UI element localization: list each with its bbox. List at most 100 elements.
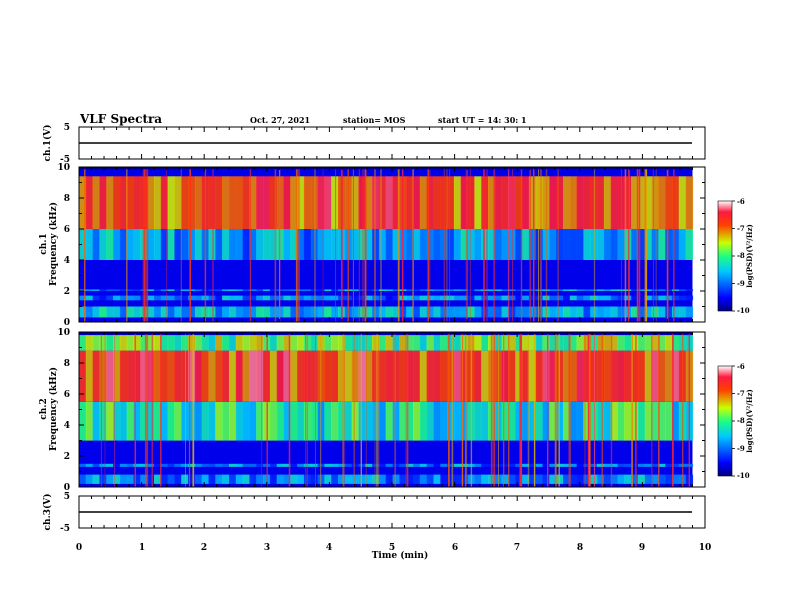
xtick-10: 10 [699, 543, 712, 553]
ch2-spectrogram-band-1-cell [576, 401, 584, 441]
ch1-spectrogram-band-3-cell [528, 295, 537, 301]
ch1-spectrogram-band-2-cell [549, 176, 557, 229]
ch1-spectrogram-band-3-cell [508, 295, 516, 301]
ch1-spectrogram-band-2-cell [79, 176, 87, 229]
ch2-spectrogram-band-4-cell [501, 463, 509, 467]
ch2-spectrogram-band-4-cell [324, 463, 332, 467]
spec2-ytick-4: 4 [64, 421, 70, 431]
ch1-spectrogram-band-3-cell [460, 295, 469, 301]
ch1-spectrogram-band-4-cell [569, 289, 578, 291]
ch2-spectrogram-band-1-cell [406, 401, 414, 441]
ch1-spectrogram-band-1-cell [126, 229, 135, 260]
ch2-spectrogram-band-4-cell [194, 463, 203, 467]
ch1-spectrogram-band-3-cell [597, 295, 605, 301]
ch2-spectrogram-band-1-cell [154, 401, 162, 441]
ch2-spectrogram-band-1-cell [515, 401, 523, 441]
ch1-spectrogram-band-3-cell [133, 295, 141, 301]
ch2-spectrogram-band-2-cell [324, 350, 332, 402]
ch2-spectrogram-band-4-cell [249, 463, 257, 467]
ch2-spectrogram-band-3-cell [658, 335, 666, 351]
ch1-spectrogram-band-3-cell [637, 295, 646, 301]
ch2-spectrogram-band-2-cell [644, 350, 653, 402]
ch1-spectrogram-band-3-cell [249, 295, 257, 301]
ch1-spectrogram-band-1-cell [385, 229, 394, 260]
ch2-spectrogram-band-2-cell [637, 350, 646, 402]
ch1-spectrogram-band-4-cell [481, 289, 489, 291]
ch1-spectrogram-band-4-cell [658, 289, 666, 291]
ch2-spectrogram-band-0-cell [651, 474, 659, 484]
ch2-spectrogram-band-3-cell [665, 335, 673, 351]
ch2-spectrogram-band-1-cell [181, 401, 189, 441]
xtick-4: 4 [326, 543, 332, 553]
ch2-spectrogram-band-3-cell [481, 335, 489, 351]
xtick-0: 0 [76, 543, 82, 553]
ch1-spectrogram-band-0-cell [508, 306, 516, 318]
ch2-spectrogram-band-3-cell [133, 335, 141, 351]
ch2-spectrogram-band-2-cell [624, 350, 632, 402]
ch1-spectrogram-band-1-cell [92, 229, 100, 260]
ch2-spectrogram-band-0-cell [413, 474, 421, 484]
ch1-spectrogram-band-4-cell [79, 289, 87, 291]
ch1-spectrogram-band-1-cell [147, 229, 155, 260]
ch1-spectrogram-band-4-cell [535, 289, 544, 291]
ch1-spectrogram-band-2-cell [603, 176, 612, 229]
ch1-spectrogram-band-1-cell [303, 229, 312, 260]
ch2-spectrogram-band-4-cell [365, 463, 373, 467]
ch2-spectrogram-band-0-cell [440, 474, 448, 484]
ch2-spectrogram-band-0-cell [140, 474, 148, 484]
ch1-spectrogram-band-1-cell [324, 229, 332, 260]
ch2-spectrogram-band-4-cell [542, 463, 550, 467]
ch2-spectrogram-band-1-cell [119, 401, 128, 441]
ch2-spectrogram-band-3-cell [290, 335, 298, 351]
ch2-spectrogram-band-3-cell [372, 335, 380, 351]
ch2-spectrogram-band-0-cell [133, 474, 141, 484]
ch1-spectrogram-band-1-cell [494, 229, 503, 260]
ch1-spectrogram-band-2-cell [167, 176, 175, 229]
ch2-spectrogram-band-1-cell [501, 401, 509, 441]
ch2-spectrogram-band-2-cell [208, 350, 216, 402]
ch2-spectrogram-band-1-cell [665, 401, 673, 441]
ch1-spectrogram-band-0-cell [460, 306, 469, 318]
ch1-spectrogram-band-1-cell [453, 229, 462, 260]
ch2-spectrogram-band-3-cell [590, 335, 598, 351]
ch2-spectrogram-heatmap [79, 332, 694, 487]
ch2-spectrogram-band-2-cell [399, 350, 407, 402]
ch2-spectrogram-band-3-cell [583, 335, 591, 351]
ch2-spectrogram-band-1-cell [528, 401, 537, 441]
ch2-spectrogram-band-4-cell [140, 463, 148, 467]
ch2-spectrogram-band-0-cell [528, 474, 537, 484]
ch2-spectrogram-band-3-cell [515, 335, 523, 351]
ch1-spectrogram-band-4-cell [283, 289, 291, 291]
ch2-spectrogram-band-0-cell [79, 474, 87, 484]
ch2-spectrogram-band-1-cell [351, 401, 360, 441]
xtick-3: 3 [264, 543, 270, 553]
ch1-spectrogram-band-0-cell [637, 306, 646, 318]
ch2-spectrogram-band-4-cell [651, 463, 659, 467]
ch1-spectrogram-band-2-cell [242, 176, 250, 229]
ch2-spectrogram-top-strip [79, 332, 693, 335]
ch2-spectrogram-band-1-cell [269, 401, 278, 441]
ch2-spectrogram-band-3-cell [460, 335, 469, 351]
ch1-spectrogram-band-4-cell [501, 289, 509, 291]
ch1-spectrogram-band-4-cell [515, 289, 523, 291]
ch1-spectrogram-band-1-cell [85, 229, 94, 260]
ch2-spectrogram-band-0-cell [631, 474, 639, 484]
ch1-spectrogram-band-0-cell [351, 306, 360, 318]
ch1-spectrogram-band-2-cell [290, 176, 298, 229]
ch2-spectrogram-band-3-cell [85, 335, 94, 351]
ch2-spectrogram-band-1-cell [338, 401, 346, 441]
ch1-spectrogram-band-2-cell [188, 176, 196, 229]
ch2-spectrogram-band-1-cell [92, 401, 100, 441]
ch2-spectrogram-band-2-cell [160, 350, 169, 402]
ch2-spectrogram-band-4-cell [419, 463, 428, 467]
ch2-spectrogram-band-3-cell [154, 335, 162, 351]
ch1-spectrogram-band-3-cell [276, 295, 285, 301]
ch1-spectrogram-band-3-cell [378, 295, 387, 301]
ch1-spectrogram-band-2-cell [303, 176, 312, 229]
ch2-spectrogram-band-0-cell [617, 474, 625, 484]
ch1-spectrogram-band-1-cell [154, 229, 162, 260]
ch1-spectrogram-band-2-cell [433, 176, 441, 229]
ch1-spectrogram-band-1-cell [515, 229, 523, 260]
ch1-spectrogram-band-1-cell [644, 229, 653, 260]
ch3-ytick-5: 5 [64, 492, 70, 502]
